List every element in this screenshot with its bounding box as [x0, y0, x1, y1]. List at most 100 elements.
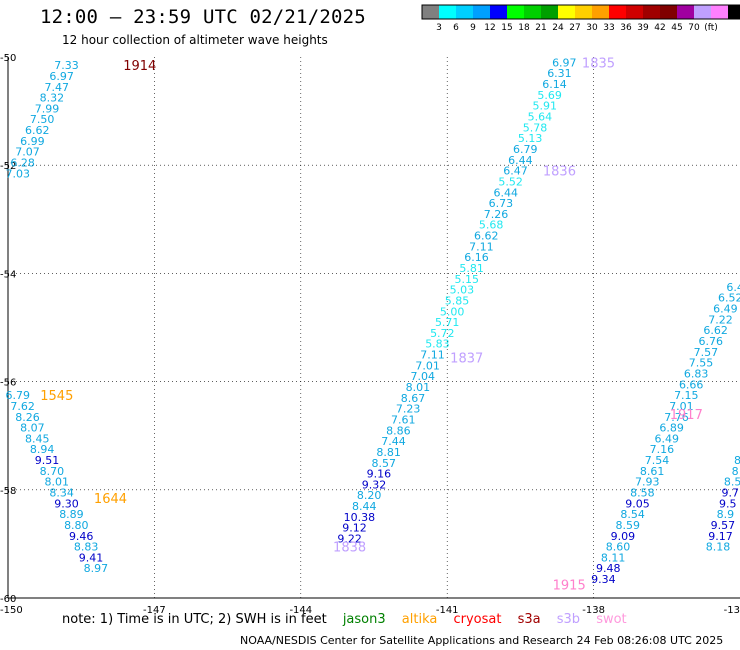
swh-point-label: 6.49 — [655, 432, 680, 445]
colorbar-label: 39 — [637, 23, 649, 33]
pass-time-label: 1835 — [582, 56, 615, 71]
x-tick-label: -144 — [289, 605, 312, 616]
swh-point-label: 9.05 — [625, 497, 650, 510]
swh-point-label: 8.80 — [64, 519, 89, 532]
swh-point-label: 8.83 — [74, 541, 99, 554]
swh-point-label: 5.13 — [518, 132, 543, 145]
swh-point-label: 5.91 — [533, 100, 558, 113]
swh-point-label: 7.93 — [635, 476, 660, 489]
swh-point-label: 9.34 — [591, 573, 616, 586]
swh-point-label: 8.54 — [620, 508, 645, 521]
swh-point-label: 7.11 — [420, 349, 445, 362]
swh-point-label: 5.03 — [450, 284, 475, 297]
colorbar-swatch — [660, 5, 677, 19]
swh-point-label: 8.07 — [20, 422, 45, 435]
swh-point-label: 8.01 — [406, 381, 431, 394]
swh-point-label: 8.81 — [376, 446, 401, 459]
colorbar-label: 30 — [586, 23, 598, 33]
swh-point-label: 8.18 — [706, 541, 731, 554]
swh-point-label: 9.48 — [596, 562, 621, 575]
swh-point-label: 6.4 — [726, 281, 740, 294]
swh-point-label: 8.61 — [640, 465, 665, 478]
swh-point-label: 9.51 — [35, 454, 60, 467]
swh-point-label: 5.00 — [440, 305, 465, 318]
swh-point-label: 5.72 — [430, 327, 455, 340]
swh-point-label: 7.04 — [411, 370, 436, 383]
swh-point-label: 9.57 — [711, 519, 736, 532]
swh-point-label: 10.38 — [344, 511, 376, 524]
swh-point-label: 8.89 — [59, 508, 84, 521]
y-tick-label: -50 — [0, 53, 16, 64]
swh-point-label: 8.60 — [606, 541, 631, 554]
colorbar-swatch — [728, 5, 740, 19]
swh-point-label: 6.83 — [684, 367, 709, 380]
swh-point-label: 8.57 — [372, 457, 397, 470]
swh-point-label: 8.44 — [352, 500, 377, 513]
swh-point-label: 7.03 — [6, 167, 31, 180]
swh-point-label: 6.44 — [508, 154, 533, 167]
swh-point-label: 9.32 — [362, 478, 387, 491]
swh-point-label: 8.45 — [25, 432, 50, 445]
swh-point-label: 6.73 — [489, 197, 514, 210]
swh-point-label: 8 — [732, 465, 739, 478]
swh-point-label: 7.15 — [674, 389, 699, 402]
swh-point-label: 7.11 — [469, 240, 494, 253]
swh-point-label: 9.7 — [721, 487, 739, 500]
colorbar-swatch — [422, 5, 439, 19]
pass-time-label: 1545 — [40, 389, 73, 404]
swh-point-label: 8.94 — [30, 443, 55, 456]
colorbar-label: 24 — [552, 23, 564, 33]
swh-point-label: 9.09 — [611, 530, 636, 543]
swh-point-label: 6.62 — [703, 324, 728, 337]
swh-point-label: 6.79 — [513, 143, 538, 156]
swh-point-label: 6.66 — [679, 378, 704, 391]
swh-point-label: 5.71 — [435, 316, 460, 329]
colorbar-label: 70 — [688, 23, 700, 33]
swh-point-label: 8.70 — [40, 465, 65, 478]
swh-point-label: 5.83 — [425, 338, 450, 351]
colorbar-label: 3 — [436, 23, 442, 33]
swh-point-label: 8 — [734, 454, 740, 467]
swh-point-label: 9.5 — [719, 497, 737, 510]
swh-point-label: 7.44 — [381, 435, 406, 448]
swh-point-label: 7.54 — [645, 454, 670, 467]
swh-point-label: 8.59 — [616, 519, 641, 532]
pass-time-label: 1914 — [123, 59, 156, 74]
y-tick-label: -60 — [0, 594, 16, 605]
colorbar-label: 15 — [501, 23, 512, 33]
swh-point-label: 8.34 — [49, 487, 74, 500]
x-tick-label: -150 — [0, 605, 23, 616]
swh-point-label: 7.26 — [484, 208, 509, 221]
colorbar: 3 6 9 12 15 18 21 24 27 30 33 36 39 42 45 70 (ft) — [421, 4, 740, 33]
swh-point-label: 5.15 — [454, 273, 479, 286]
legend-altika: altika — [401, 612, 438, 627]
y-tick-label: -54 — [0, 269, 16, 280]
swh-point-label: 6.99 — [20, 135, 45, 148]
swh-point-label: 6.97 — [49, 70, 74, 83]
x-tick-label: -147 — [143, 605, 166, 616]
swh-point-label: 7.01 — [415, 359, 440, 372]
y-tick-label: -52 — [0, 161, 16, 172]
colorbar-swatch — [711, 5, 728, 19]
pass-time-label: 1915 — [553, 578, 586, 593]
swh-point-label: 6.47 — [503, 165, 528, 178]
colorbar-label: 33 — [603, 23, 614, 33]
note-text: note: 1) Time is in UTC; 2) SWH is in fe… — [62, 612, 327, 627]
swh-point-label: 6.79 — [6, 389, 31, 402]
colorbar-label: 45 — [671, 23, 682, 33]
swh-point-label: 9.12 — [342, 522, 367, 535]
colorbar-label: 36 — [620, 23, 632, 33]
x-tick-label: -138 — [582, 605, 605, 616]
swh-point-label: 8.20 — [357, 489, 382, 502]
swh-point-label: 6.14 — [542, 78, 567, 91]
swh-point-label: 7.99 — [35, 102, 60, 115]
colorbar-label: 42 — [654, 23, 665, 33]
colorbar-label: (ft) — [704, 23, 718, 33]
swh-point-label: 8.32 — [40, 92, 65, 105]
swh-point-label: 7.76 — [664, 411, 689, 424]
swh-point-label: 9.17 — [708, 530, 733, 543]
pass-time-label: 1838 — [333, 541, 366, 556]
swh-point-label: 7.33 — [54, 59, 79, 72]
swh-point-label: 5.68 — [479, 219, 504, 232]
swh-point-label: 8.58 — [630, 487, 655, 500]
